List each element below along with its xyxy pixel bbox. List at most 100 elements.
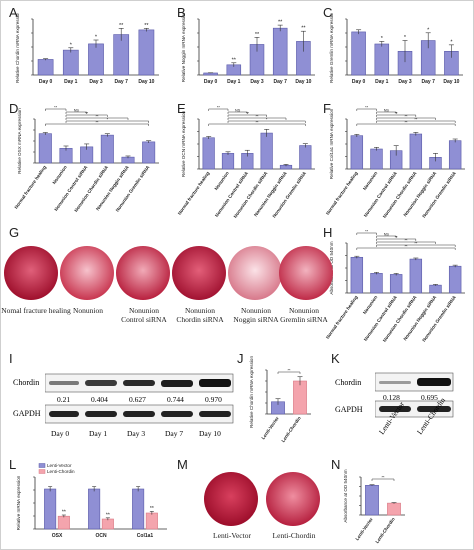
chart-a-xtick-label: Day 3 xyxy=(89,79,103,85)
chart-n-bar xyxy=(387,502,401,516)
chart-e-bracket-label: ** xyxy=(246,111,249,115)
chart-h-bracket-label: ** xyxy=(395,235,398,239)
chart-a-sig: ** xyxy=(119,23,124,29)
chart-b-sig: ** xyxy=(255,32,260,38)
chart-b-xtick-label: Day 0 xyxy=(204,79,218,85)
dish-normal xyxy=(4,246,58,300)
dish-control-sirna xyxy=(116,246,170,300)
panel-letter-c: C xyxy=(323,5,333,20)
chart-f-bracket xyxy=(356,108,377,111)
band-chordin-day3 xyxy=(123,380,155,386)
chart-l-legend-label: Lenti-Chordin xyxy=(47,469,75,474)
panel-m-dishes: Lenti-Vector Lenti-Chordin xyxy=(201,469,331,549)
chart-a-sig: * xyxy=(70,42,73,48)
chart-b-bar xyxy=(203,72,218,76)
chart-e-bracket xyxy=(227,120,306,123)
chart-h-bar xyxy=(370,273,383,294)
chart-e-xtick-label: Nonunion xyxy=(213,171,229,192)
band-chordin-day10 xyxy=(199,379,231,387)
caption-gremlin: Nonunion Gremlin siRNA xyxy=(280,306,328,324)
chart-d-bracket xyxy=(65,111,87,114)
chart-e-bracket-label: ** xyxy=(256,114,259,118)
chart-e-bracket-label: NS xyxy=(235,108,241,112)
panel-letter-k: K xyxy=(331,351,340,366)
chart-n-xtick-label: Lenti-Vector xyxy=(354,517,373,542)
blot-i-label-chordin: Chordin xyxy=(13,378,40,387)
dish-row xyxy=(4,246,282,300)
chart-a: Relative Chordin mRNA expression Day 0 * Da… xyxy=(15,13,159,85)
chart-l-bar xyxy=(101,518,114,530)
dish-gremlin-wrap xyxy=(279,246,333,300)
blot-k-bands xyxy=(375,372,454,418)
chart-a-xtick-label: Day 0 xyxy=(39,79,53,85)
chart-h-bracket xyxy=(376,235,397,238)
band-k-chordin-lenti xyxy=(417,378,451,386)
chart-f-bracket-label: ** xyxy=(395,111,398,115)
chart-e-bracket-label: ** xyxy=(256,120,259,124)
chart-h-xtick-label: Nonunion Gremlin siRNA xyxy=(421,294,457,343)
chart-l-xtick-label: Col1a1 xyxy=(137,533,154,539)
chart-j-xtick-label: Lenti-Vector xyxy=(260,416,279,441)
chart-c-bar xyxy=(374,43,390,76)
panel-i-blot: Chordin GAPDH 0.21 0.404 0.627 0.744 0.9… xyxy=(11,371,234,451)
band-k-gapdh-vector xyxy=(379,406,411,412)
chart-h-bar xyxy=(350,256,364,294)
panel-letter-i: I xyxy=(9,351,13,366)
chart-c-xtick-label: Day 0 xyxy=(352,79,366,85)
chart-a-ylabel: Relative Chordin mRNA expression xyxy=(15,13,20,83)
chart-h-bracket xyxy=(376,238,417,241)
chart-f-bracket-label: ** xyxy=(405,114,408,118)
chart-f-xtick-label: Nonunion Noggin siRNA xyxy=(402,170,437,217)
chart-b-xtick-label: Day 10 xyxy=(295,79,311,85)
blot-i-lane-1: Day 1 xyxy=(89,429,108,438)
chart-d-bracket-label: ** xyxy=(96,120,99,124)
chart-c-xtick-label: Day 1 xyxy=(375,79,389,85)
chart-b-xtick-label: Day 1 xyxy=(227,79,241,85)
chart-c: Relative Gremlin mRNA expression Day 0 * Da… xyxy=(329,13,463,85)
caption-chordin: Nonunion Chordin siRNA xyxy=(176,306,224,324)
chart-d-bracket xyxy=(45,123,149,126)
chart-c-xtick-label: Day 10 xyxy=(443,79,459,85)
chart-f-bracket-label: NS xyxy=(384,108,390,112)
chart-e-bar xyxy=(221,153,235,170)
chart-j-bar xyxy=(293,380,307,415)
chart-h-bar xyxy=(389,274,403,294)
chart-l: Relative mRNA expression ** OSX ** OCN ** Col1… xyxy=(16,463,167,539)
chart-c-sig: * xyxy=(381,36,384,42)
chart-c-xtick-label: Day 7 xyxy=(422,79,436,85)
chart-d-bracket-label: ** xyxy=(54,105,57,109)
dish-noggin-sirna xyxy=(228,246,282,300)
chart-a-sig: * xyxy=(95,35,98,41)
chart-b-xtick-label: Day 3 xyxy=(250,79,264,85)
band-gapdh-day7 xyxy=(161,411,193,417)
blot-i-lane-2: Day 3 xyxy=(127,429,146,438)
chart-d-bar xyxy=(38,133,52,164)
chart-l-bar xyxy=(57,515,70,530)
chart-f-bracket xyxy=(356,123,456,126)
chart-h-bar xyxy=(448,265,462,294)
chart-l-legend-label: Lenti-Vector xyxy=(47,463,72,468)
panel-letter-g: G xyxy=(9,225,20,240)
chart-e-bracket xyxy=(208,123,306,126)
blot-i-value-4: 0.970 xyxy=(205,395,222,404)
chart-d-bar xyxy=(100,134,114,164)
chart-d-bracket xyxy=(65,120,149,123)
chart-l-bar xyxy=(145,512,158,530)
blot-k-value-1: 0.695 xyxy=(421,393,438,402)
chart-c-sig: * xyxy=(450,39,453,45)
blot-i-value-3: 0.744 xyxy=(167,395,184,404)
chart-a-xtick-label: Day 7 xyxy=(115,79,129,85)
chart-e-ylabel: Relative OCN mRNA expression xyxy=(181,110,186,177)
chart-e-bracket xyxy=(227,114,267,117)
dish-chordin-sirna xyxy=(172,246,226,300)
chart-j-bracket xyxy=(277,371,301,374)
chart-e-bar xyxy=(299,145,312,170)
chart-d-bracket xyxy=(65,117,129,120)
chart-c-bar xyxy=(351,31,366,76)
chart-h-bracket-label: NS xyxy=(384,232,390,236)
chart-h: Absorbance at OD 540nmNormal fracture he… xyxy=(325,229,465,343)
chart-e-bracket xyxy=(208,108,229,111)
chart-e-bracket xyxy=(227,111,248,114)
